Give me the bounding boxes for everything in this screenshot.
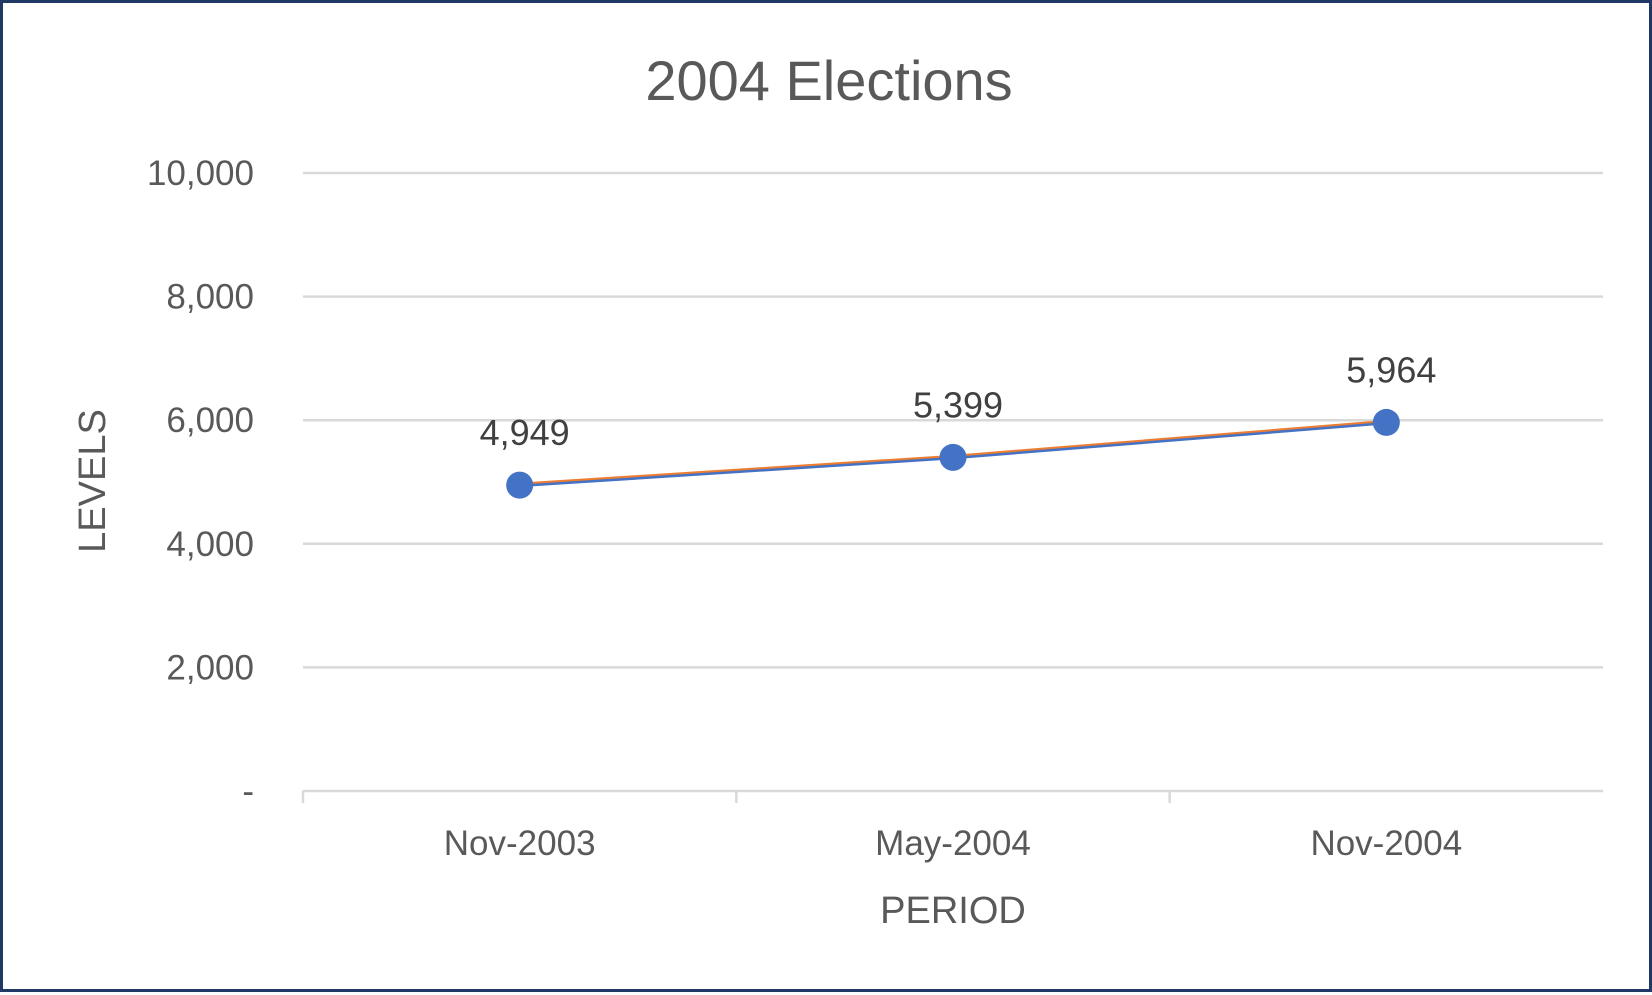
- x-axis-title: PERIOD: [880, 890, 1026, 932]
- gridlines: [303, 171, 1603, 793]
- y-tick-label-8000: 8,000: [166, 278, 254, 317]
- y-tick-label-2000: 2,000: [166, 648, 254, 687]
- data-point-may-2004: [939, 443, 967, 471]
- x-tick-label-may-2004: May-2004: [875, 824, 1031, 863]
- data-label-nov-2004: 5,964: [1346, 349, 1436, 390]
- data-point-nov-2003: [506, 471, 534, 499]
- chart-title: 2004 Elections: [645, 49, 1012, 112]
- data-label-may-2004: 5,399: [913, 384, 1003, 425]
- line-chart: 2004 Elections - 2,000 4,000 6,000 8,000 10,0…: [72, 49, 1603, 932]
- data-point-nov-2004: [1372, 408, 1400, 436]
- y-tick-label-4000: 4,000: [166, 525, 254, 564]
- y-tick-label-6000: 6,000: [166, 401, 254, 440]
- series-layer: [506, 408, 1400, 499]
- y-axis-ticks: - 2,000 4,000 6,000 8,000 10,000: [147, 154, 254, 811]
- y-tick-label-10000: 10,000: [147, 154, 254, 193]
- x-tick-label-nov-2003: Nov-2003: [444, 824, 596, 863]
- data-labels: 4,949 5,399 5,964: [480, 349, 1437, 453]
- data-label-nov-2003: 4,949: [480, 412, 570, 453]
- y-tick-label-0: -: [242, 772, 254, 811]
- x-tick-label-nov-2004: Nov-2004: [1310, 824, 1462, 863]
- x-axis-ticks: Nov-2003 May-2004 Nov-2004: [301, 791, 1462, 863]
- y-axis-title: LEVELS: [72, 409, 114, 553]
